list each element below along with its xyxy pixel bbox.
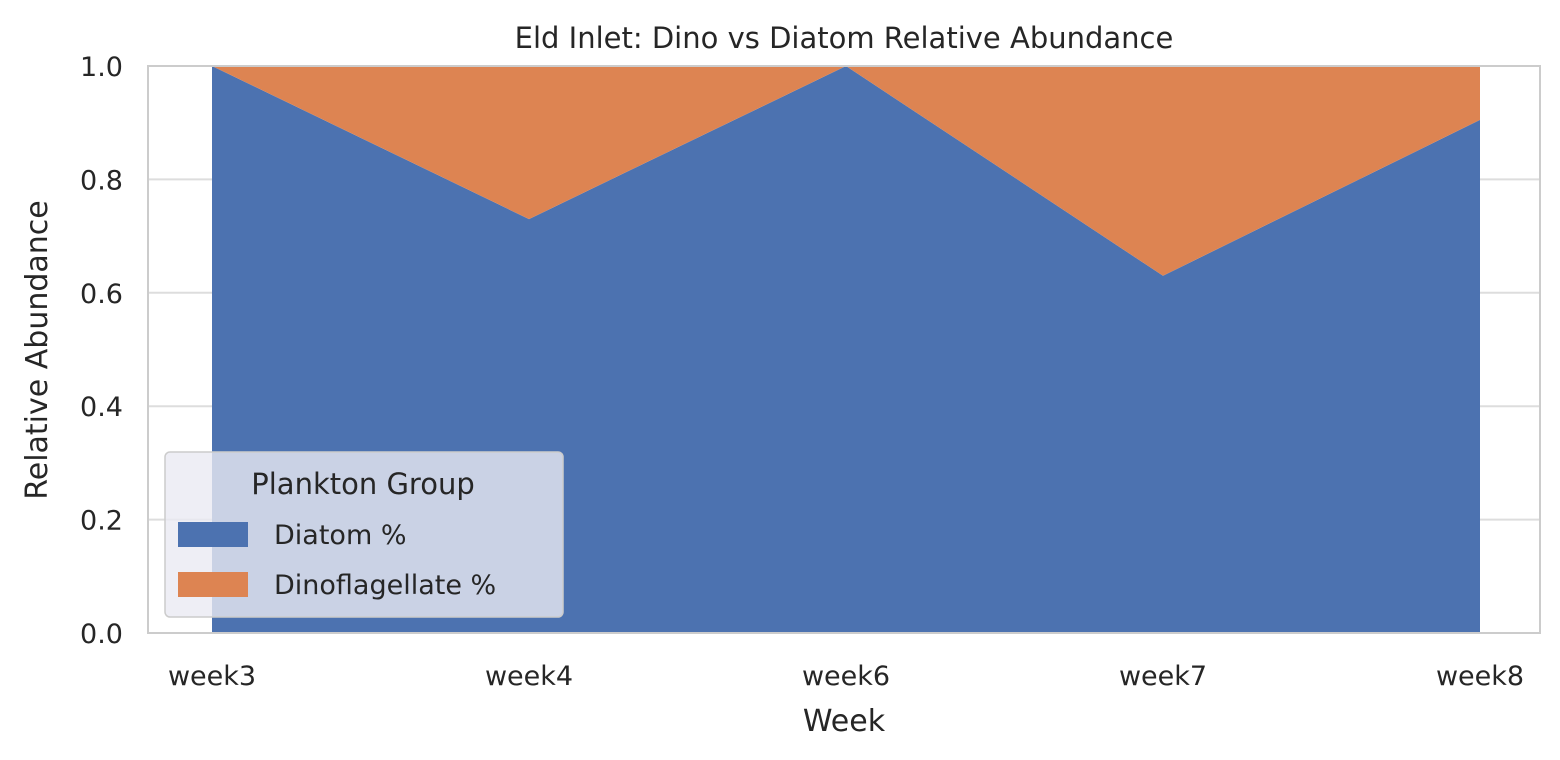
y-tick-label: 0.8 xyxy=(80,165,123,196)
legend-swatch xyxy=(178,522,248,547)
x-tick-label: week8 xyxy=(1436,661,1524,692)
y-axis-label: Relative Abundance xyxy=(20,200,55,500)
area-dinoflagellate xyxy=(212,66,1480,276)
legend-label: Dinoflagellate % xyxy=(274,570,496,601)
legend-items: Diatom % Dinoflagellate % xyxy=(178,520,496,601)
x-tick-label: week3 xyxy=(168,661,256,692)
x-tick-label: week7 xyxy=(1119,661,1207,692)
y-axis-ticks: 0.0 0.2 0.4 0.6 0.8 1.0 xyxy=(80,52,123,650)
x-axis-label: Week xyxy=(803,704,886,739)
x-tick-label: week6 xyxy=(802,661,890,692)
legend: Plankton Group Diatom % Dinoflagellate % xyxy=(164,451,564,618)
y-tick-label: 0.4 xyxy=(80,392,123,423)
x-tick-label: week4 xyxy=(485,661,573,692)
legend-swatch xyxy=(178,572,248,597)
legend-title: Plankton Group xyxy=(251,467,475,501)
legend-label: Diatom % xyxy=(274,520,406,551)
plot-frame xyxy=(147,65,1541,634)
x-axis-ticks: week3 week4 week6 week7 week8 xyxy=(168,661,1524,692)
y-tick-label: 0.2 xyxy=(80,506,123,537)
chart-title: Eld Inlet: Dino vs Diatom Relative Abund… xyxy=(515,21,1174,55)
y-tick-label: 0.6 xyxy=(80,279,123,310)
y-tick-label: 1.0 xyxy=(80,52,123,83)
y-tick-label: 0.0 xyxy=(80,619,123,650)
legend-box xyxy=(164,451,564,618)
